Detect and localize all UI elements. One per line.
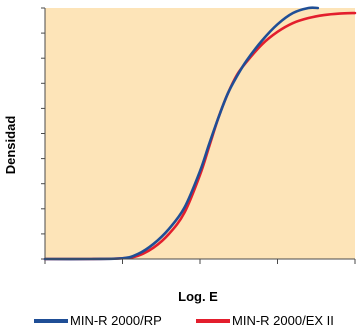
y-axis-title: Densidad — [3, 116, 18, 175]
legend: MIN-R 2000/RP MIN-R 2000/EX II — [34, 313, 334, 328]
legend-swatch-ex-ii — [196, 319, 230, 323]
series-line-rp — [43, 6, 320, 261]
legend-label-rp: MIN-R 2000/RP — [70, 313, 162, 328]
x-axis-title: Log. E — [178, 289, 218, 304]
legend-label-ex-ii: MIN-R 2000/EX II — [232, 313, 334, 328]
legend-swatch-rp — [34, 319, 68, 323]
plot-background — [45, 8, 355, 259]
series-layer — [43, 6, 357, 261]
